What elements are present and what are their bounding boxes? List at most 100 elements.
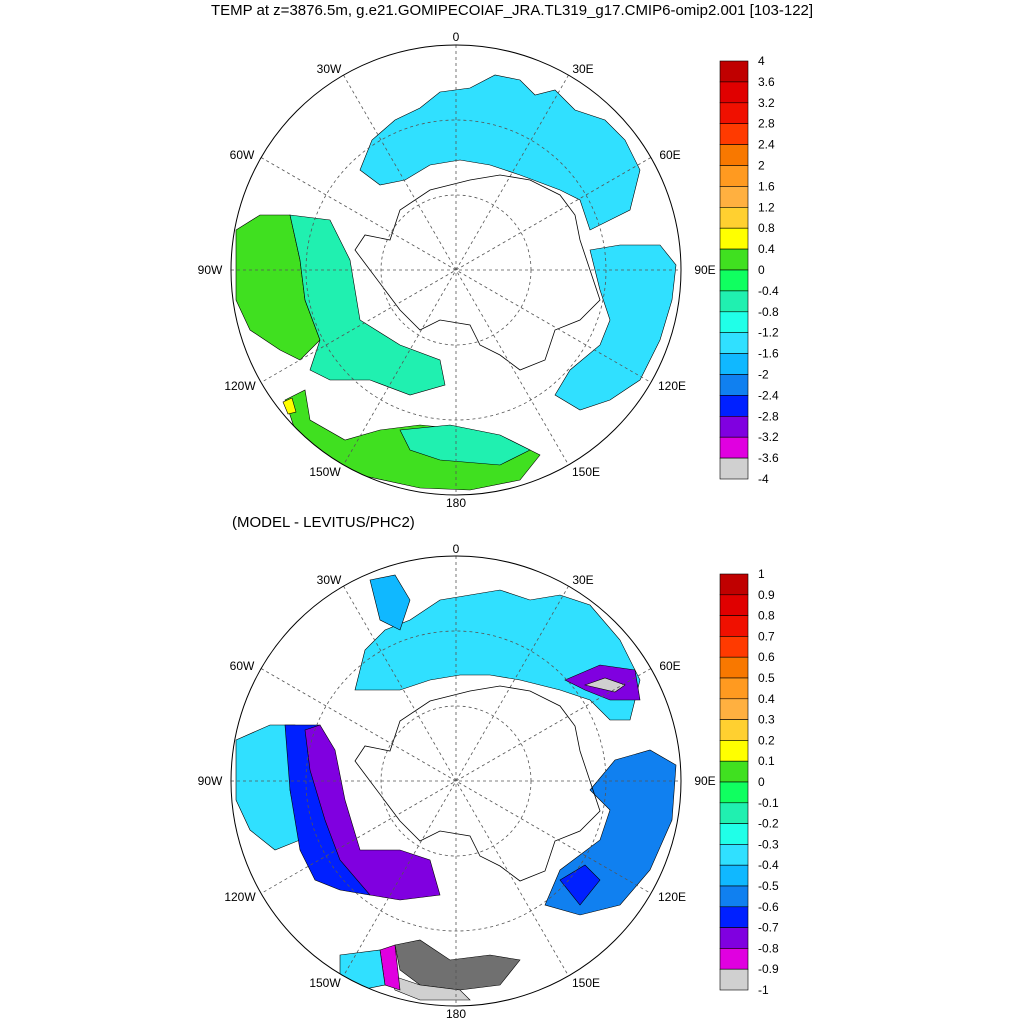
graticule [231, 45, 681, 495]
colorbar-tick-label: 0 [758, 263, 765, 277]
diff-atlantic-sector [354, 589, 641, 721]
colorbar-swatch [719, 102, 749, 125]
lon-label: 180 [446, 496, 466, 510]
lon-label: 90W [198, 774, 223, 788]
colorbar-swatch [719, 269, 749, 292]
colorbar-swatch [719, 885, 749, 908]
colorbar-tick-label: 1.6 [758, 179, 775, 193]
colorbar-swatch [719, 415, 749, 438]
lon-label: 120W [224, 379, 256, 393]
colorbar-swatch [719, 353, 749, 375]
lon-label: 30W [317, 62, 342, 76]
diff-weddell-gray [583, 677, 626, 693]
lon-label: 120E [658, 890, 686, 904]
colorbar-tick-label: 0.2 [758, 733, 775, 747]
field-atlantic-sector [359, 74, 641, 231]
field-ross-sea-cyan [399, 424, 531, 466]
colorbar-tick-label: 0.7 [758, 629, 775, 643]
colorbar-swatch [719, 844, 749, 866]
colorbar-swatch [719, 906, 749, 928]
colorbar-swatch [719, 374, 749, 396]
colorbar-tick-label: -0.7 [758, 921, 779, 935]
colorbar-swatch [719, 927, 749, 949]
colorbar-swatch [719, 781, 749, 804]
colorbar-tick-label: 0.6 [758, 650, 775, 664]
lon-label: 60E [659, 148, 680, 162]
colorbar-swatch [719, 719, 749, 741]
lon-label: 60E [659, 659, 680, 673]
colorbar-swatch [719, 248, 749, 271]
colorbar-swatch [719, 144, 749, 166]
lon-label: 60W [230, 148, 255, 162]
field-pacific-east-cyan [289, 214, 446, 396]
colorbar-swatch [719, 227, 749, 250]
colorbar-swatch [719, 802, 749, 824]
colorbar-tick-label: 0.4 [758, 692, 775, 706]
colorbar-tick-label: -0.2 [758, 817, 779, 831]
lon-label: 150W [309, 465, 341, 479]
colorbar-tick-label: 0.8 [758, 221, 775, 235]
colorbar-tick-label: -0.3 [758, 837, 779, 851]
colorbar-tick-label: 0.9 [758, 588, 775, 602]
diff-indian-sector [544, 749, 677, 916]
colorbar-swatch [719, 573, 749, 596]
colorbar-swatch [719, 594, 749, 616]
bottom-colorbar: 1 0.9 0.8 0.7 0.6 0.5 0.4 0.3 0.2 0.1 0 -0.1 -0.2 -0.… [719, 567, 779, 997]
map-boundary [230, 44, 682, 496]
lon-label: 120E [658, 379, 686, 393]
colorbar-tick-label: 3.6 [758, 75, 775, 89]
colorbar-swatch [719, 636, 749, 658]
antarctica-coastline [354, 685, 601, 882]
lon-label: 30W [317, 573, 342, 587]
diff-ross-sea-gray [394, 939, 521, 991]
top-polar-map [230, 44, 682, 496]
diff-indian-blue [559, 864, 601, 906]
colorbar-swatch [719, 311, 749, 333]
colorbar-tick-label: -3.6 [758, 451, 779, 465]
bottom-longitude-labels: 0 30E 60E 90E 120E 150E 180 150W 120W 90… [198, 542, 716, 1021]
diff-ross-sea-cyan [339, 949, 386, 991]
colorbar-tick-label: -0.5 [758, 879, 779, 893]
colorbar-tick-label: -1.2 [758, 326, 779, 340]
colorbar-swatch [719, 760, 749, 783]
colorbar-tick-label: -2 [758, 368, 769, 382]
colorbar-swatch [719, 186, 749, 208]
colorbar-tick-label: -0.6 [758, 900, 779, 914]
colorbar-swatch [719, 864, 749, 887]
colorbar-tick-label: 0.5 [758, 671, 775, 685]
bottom-polar-map [230, 555, 682, 1007]
colorbar-swatch [719, 207, 749, 229]
lon-label: 0 [453, 542, 460, 556]
colorbar-tick-label: -2.4 [758, 388, 779, 402]
colorbar-tick-label: 0 [758, 775, 765, 789]
colorbar-tick-label: -0.8 [758, 941, 779, 955]
lon-label: 90W [198, 263, 223, 277]
colorbar-tick-label: 0.3 [758, 713, 775, 727]
lon-label: 0 [453, 30, 460, 44]
colorbar-swatch [719, 123, 749, 145]
lon-label: 30E [572, 573, 593, 587]
diff-ross-sea-light [389, 974, 471, 1001]
colorbar-tick-label: 2.4 [758, 138, 775, 152]
lon-label: 150W [309, 976, 341, 990]
lon-label: 180 [446, 1007, 466, 1021]
plot-title: TEMP at z=3876.5m, g.e21.GOMIPECOIAF_JRA… [210, 2, 814, 19]
colorbar-tick-label: 0.1 [758, 754, 775, 768]
colorbar-tick-label: 1.2 [758, 200, 775, 214]
colorbar-tick-label: -0.9 [758, 962, 779, 976]
colorbar-swatch [719, 948, 749, 970]
colorbar-swatch [719, 395, 749, 417]
colorbar-tick-label: 2.8 [758, 117, 775, 131]
colorbar-tick-label: -0.4 [758, 858, 779, 872]
colorbar-swatch [719, 332, 749, 354]
colorbar-tick-label: -1 [758, 983, 769, 997]
colorbar-tick-label: 0.4 [758, 242, 775, 256]
field-yellow-patch [282, 397, 297, 415]
colorbar-tick-label: 2 [758, 159, 765, 173]
top-colorbar: 4 3.6 3.2 2.8 2.4 2 1.6 1.2 0.8 0.4 0 -0.4 -0.8 -1.2 -… [719, 54, 779, 486]
colorbar-tick-label: 0.8 [758, 609, 775, 623]
colorbar-swatch [719, 615, 749, 637]
colorbar-swatch [719, 290, 749, 313]
lon-label: 30E [572, 62, 593, 76]
